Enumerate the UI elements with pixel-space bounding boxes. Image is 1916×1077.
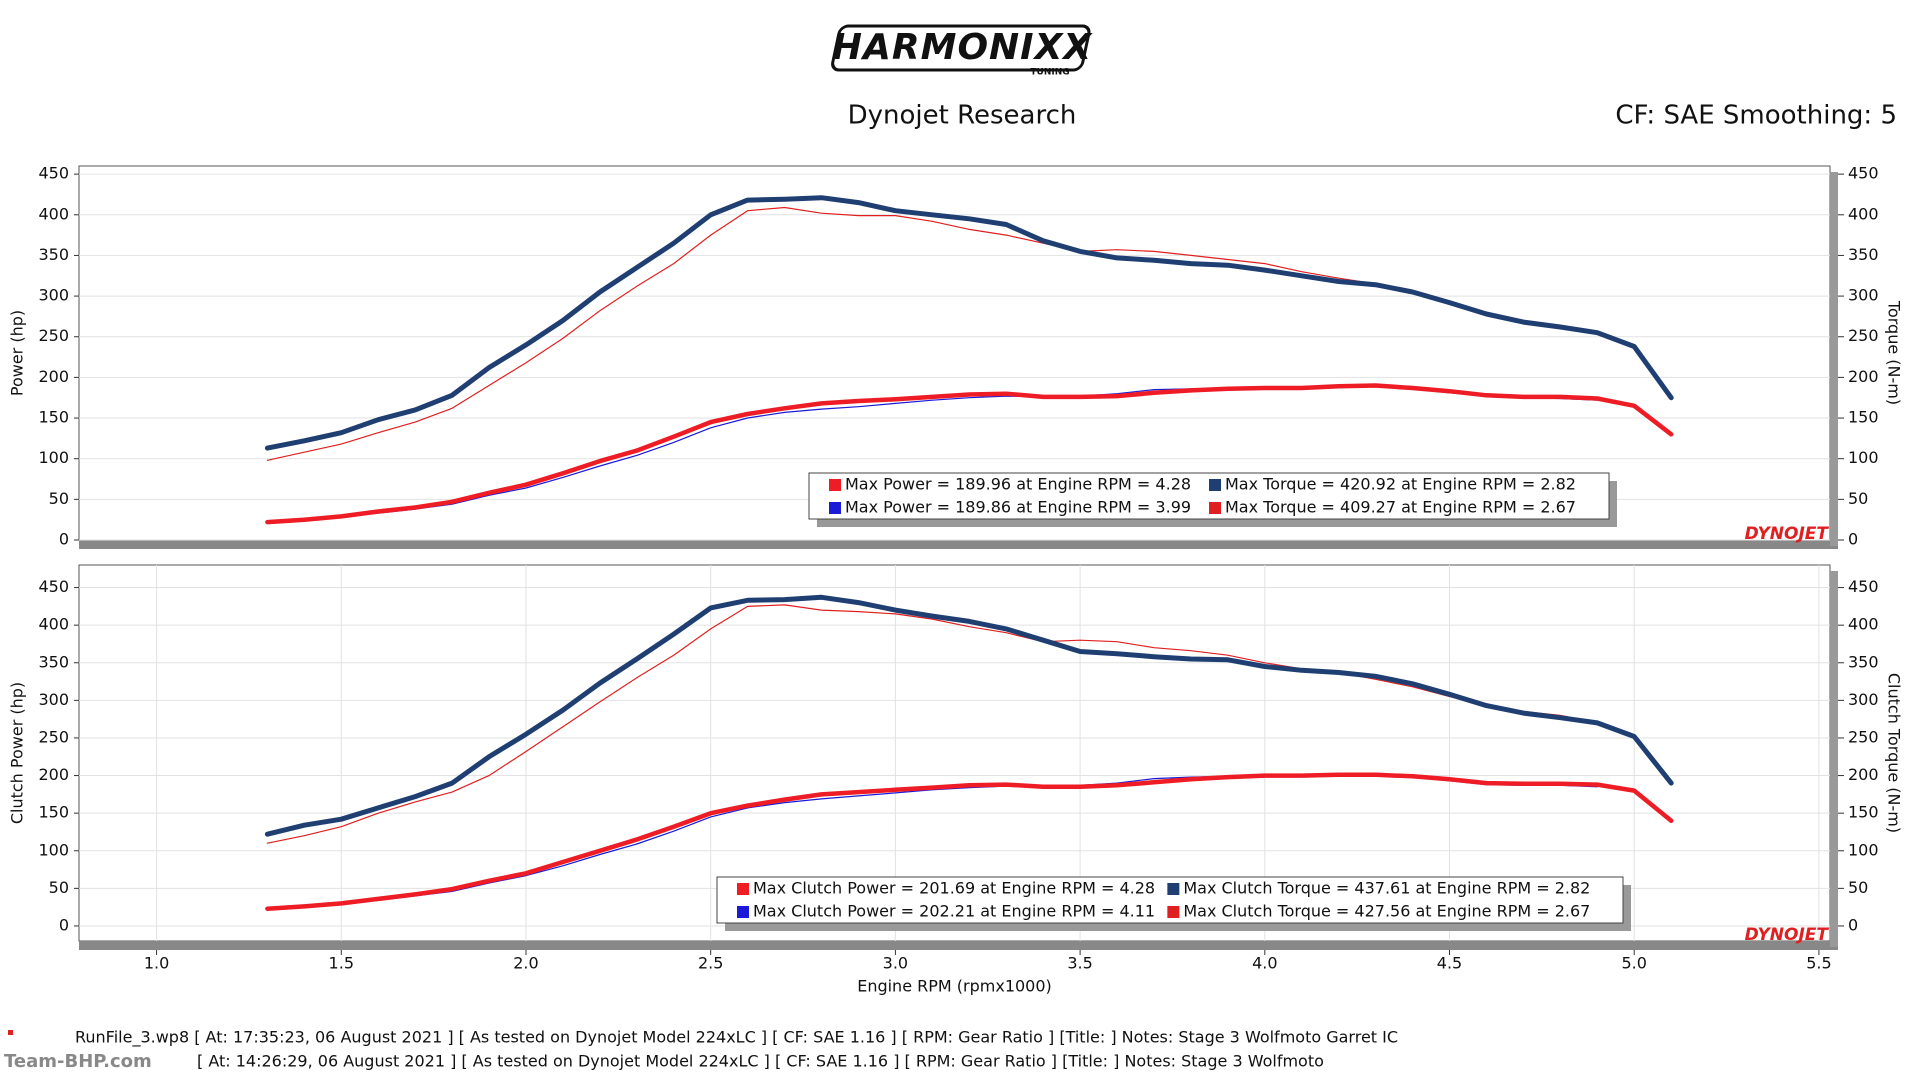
- legend-swatch: [829, 479, 841, 491]
- chart: 0 50 100 150 200 250 300 350 400 450 0 50 100 150 200 2…: [8, 164, 1904, 549]
- legend-label: Max Torque = 409.27 at Engine RPM = 2.67: [1225, 498, 1576, 517]
- y-tick-label: 350: [38, 652, 69, 671]
- y2-tick-label: 300: [1848, 690, 1879, 709]
- legend-label: Max Power = 189.86 at Engine RPM = 3.99: [845, 498, 1191, 517]
- legend-swatch: [1167, 883, 1180, 895]
- footer-line: RunFile_3.wp8 [ At: 17:35:23, 06 August …: [75, 1028, 1398, 1048]
- y2-tick-label: 450: [1848, 577, 1879, 596]
- y2-tick-label: 300: [1848, 286, 1879, 305]
- series-line: [264, 195, 1674, 451]
- run-marker: [8, 1030, 13, 1035]
- y2-tick-label: 450: [1848, 164, 1879, 183]
- y-tick-label: 200: [38, 367, 69, 386]
- x-tick-label: 3.0: [883, 954, 908, 973]
- subtitle: Dynojet Research: [848, 101, 1077, 131]
- series-line: [265, 383, 1674, 525]
- x-tick-label: 5.0: [1621, 954, 1646, 973]
- y-tick-label: 300: [38, 690, 69, 709]
- x-tick-label: 3.5: [1067, 954, 1092, 973]
- x-tick-label: 5.5: [1806, 954, 1831, 973]
- y2-axis-title: Torque (N-m): [1885, 300, 1904, 405]
- x-axis-title: Engine RPM (rpmx1000): [857, 977, 1052, 996]
- y-tick-label: 400: [38, 204, 69, 223]
- y-tick-label: 0: [59, 530, 69, 549]
- legend-label: Max Torque = 420.92 at Engine RPM = 2.82: [1225, 475, 1576, 494]
- y2-tick-label: 100: [1848, 448, 1879, 467]
- y-tick-label: 150: [38, 408, 69, 427]
- axis-bar: [79, 540, 1838, 549]
- y-tick-label: 50: [49, 878, 69, 897]
- axis-bar: [1830, 571, 1838, 947]
- y2-tick-label: 350: [1848, 245, 1879, 264]
- y-tick-label: 400: [38, 615, 69, 634]
- y-tick-label: 450: [38, 164, 69, 183]
- legend-swatch: [1167, 906, 1180, 918]
- y2-tick-label: 150: [1848, 803, 1879, 822]
- footer-line: [ At: 14:26:29, 06 August 2021 ] [ As te…: [197, 1052, 1324, 1071]
- y2-tick-label: 250: [1848, 326, 1879, 345]
- y-tick-label: 100: [38, 840, 69, 859]
- y-tick-label: 0: [59, 915, 69, 934]
- logo: HARMONIXX TUNING: [831, 24, 1093, 78]
- y2-tick-label: 150: [1848, 408, 1879, 427]
- y2-tick-label: 400: [1848, 204, 1879, 223]
- y-axis-title: Power (hp): [8, 310, 27, 396]
- series-line: [264, 594, 1674, 837]
- legend: Max Clutch Power = 201.69 at Engine RPM …: [716, 876, 1631, 931]
- legend-label: Max Power = 189.96 at Engine RPM = 4.28: [845, 475, 1191, 494]
- x-tick-label: 4.0: [1252, 954, 1277, 973]
- logo-frame: [831, 24, 1091, 72]
- legend-swatch: [737, 906, 749, 918]
- legend-swatch: [1209, 502, 1221, 514]
- y-tick-label: 150: [38, 803, 69, 822]
- y-tick-label: 350: [38, 245, 69, 264]
- series-line: [266, 604, 1598, 844]
- brand-logo: DYNOJET: [1745, 524, 1830, 544]
- watermark: Team-BHP.com: [4, 1051, 152, 1072]
- y2-tick-label: 250: [1848, 727, 1879, 746]
- y-tick-label: 250: [38, 326, 69, 345]
- y-tick-label: 200: [38, 765, 69, 784]
- legend-label: Max Clutch Torque = 437.61 at Engine RPM…: [1183, 879, 1590, 898]
- y2-tick-label: 50: [1848, 878, 1868, 897]
- logo-text: HARMONIXX: [832, 27, 1093, 68]
- y2-tick-label: 0: [1848, 530, 1858, 549]
- y-tick-label: 250: [38, 727, 69, 746]
- x-tick-label: 1.0: [144, 954, 169, 973]
- axis-bar: [1830, 172, 1838, 546]
- x-tick-label: 1.5: [329, 954, 354, 973]
- legend-swatch: [829, 502, 841, 514]
- brand-logo: DYNOJET: [1745, 925, 1830, 945]
- x-tick-label: 2.5: [698, 954, 723, 973]
- legend: Max Power = 189.96 at Engine RPM = 4.28 M…: [808, 472, 1617, 527]
- y-tick-label: 450: [38, 577, 69, 596]
- y-tick-label: 100: [38, 448, 69, 467]
- legend-label: Max Clutch Power = 202.21 at Engine RPM …: [753, 902, 1155, 921]
- y2-tick-label: 0: [1848, 915, 1858, 934]
- chart: 0 50 100 150 200 250 300 350 400 450 0 50 100 150 200 2…: [8, 564, 1904, 996]
- legend-swatch: [737, 883, 749, 895]
- series-line: [265, 772, 1674, 911]
- y2-tick-label: 200: [1848, 367, 1879, 386]
- y2-tick-label: 50: [1848, 489, 1868, 508]
- x-tick-label: 2.0: [513, 954, 538, 973]
- legend-swatch: [1209, 479, 1221, 491]
- y2-tick-label: 350: [1848, 652, 1879, 671]
- legend-label: Max Clutch Torque = 427.56 at Engine RPM…: [1183, 902, 1590, 921]
- y2-tick-label: 100: [1848, 840, 1879, 859]
- settings: CF: SAE Smoothing: 5: [1615, 101, 1897, 131]
- x-tick-label: 4.5: [1437, 954, 1462, 973]
- y2-tick-label: 400: [1848, 615, 1879, 634]
- axis-bar: [79, 941, 1838, 950]
- y-tick-label: 300: [38, 286, 69, 305]
- y2-tick-label: 200: [1848, 765, 1879, 784]
- y2-axis-title: Clutch Torque (N-m): [1885, 673, 1904, 833]
- y-tick-label: 50: [49, 489, 69, 508]
- y-axis-title: Clutch Power (hp): [8, 682, 27, 824]
- legend-label: Max Clutch Power = 201.69 at Engine RPM …: [753, 879, 1155, 898]
- logo-subtext: TUNING: [1030, 68, 1069, 78]
